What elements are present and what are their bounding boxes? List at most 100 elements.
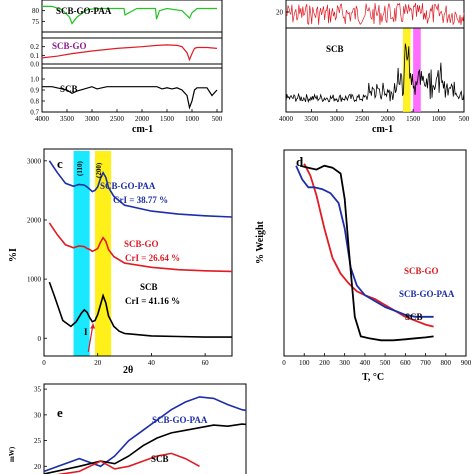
a2-ytick-label: 0.8: [30, 98, 39, 106]
series-line-d-scb-go-paa: [295, 165, 434, 318]
d-xtick-label: 700: [420, 359, 431, 367]
b-xtick-label: 500: [459, 115, 470, 123]
b-xtick-label: 1000: [432, 115, 447, 123]
a0-ytick-label: 75: [32, 18, 40, 26]
e-ytick-label: 25: [34, 437, 42, 445]
d-xtick-label: 900: [461, 359, 472, 367]
label-scb-go-a: SCB-GO: [52, 41, 87, 51]
label-scb-go-paa-d: SCB-GO-PAA: [399, 289, 455, 299]
highlight-band-c-yellow: [95, 151, 112, 356]
a-xtick-label: 3000: [85, 115, 100, 123]
band-label-110: (110): [76, 161, 84, 176]
xrd-chart-c: 0 20 40 60 0 1000 2000 3000: [27, 148, 233, 367]
d-xtick-label: 0: [282, 359, 286, 367]
plot-border-c: [43, 148, 233, 357]
crl-scb: CrI = 41.16 %: [125, 296, 180, 306]
a1-ytick-label: 0.1: [30, 52, 39, 60]
d-xtick-label: 500: [380, 359, 391, 367]
a1-ytick-label: 0.0: [30, 61, 39, 69]
d-xtick-label: 400: [360, 359, 371, 367]
plot-frame-b: [285, 0, 465, 113]
band-label-200: (200): [95, 162, 103, 178]
a-xtick-label: 4000: [35, 115, 50, 123]
a2-ytick-label: 0.9: [30, 87, 39, 95]
a-xtick-label: 500: [212, 115, 223, 123]
label-scb-go-paa-a: SCB-GO-PAA: [56, 6, 112, 16]
panel-letter-e: e: [57, 405, 63, 420]
crl-scb-go-paa: CrI = 38.77 %: [113, 195, 168, 205]
x-axis-label-a: cm-1: [132, 124, 153, 135]
dsc-chart-e: 20 25 30 35: [34, 383, 247, 474]
series-line-a-scb: [42, 86, 218, 110]
c-ytick-label: 2000: [27, 216, 42, 224]
series-line-c-scb: [48, 281, 232, 338]
b-xtick-label: 1500: [406, 115, 421, 123]
ftir-chart-b: 20 4000 3500 3000 2500 2000 1500 1000 500: [276, 0, 470, 123]
c-xtick-label: 0: [42, 359, 46, 367]
e-ytick-label: 35: [34, 386, 42, 394]
label-scb-a: SCB: [60, 84, 78, 94]
series-line-d-scb-go: [303, 163, 434, 328]
y-axis-label-c: %I: [8, 248, 19, 262]
c-xtick-label: 40: [148, 359, 156, 367]
b-xtick-label: 4000: [279, 115, 294, 123]
a2-ytick-label: 1.0: [30, 76, 39, 84]
d-xtick-label: 600: [400, 359, 411, 367]
a1-ytick-label: 0.2: [30, 43, 39, 51]
highlight-band-b-yellow: [402, 28, 411, 112]
a-xtick-label: 1500: [160, 115, 175, 123]
a-xtick-label: 2500: [110, 115, 125, 123]
label-scb-go-c: SCB-GO: [124, 239, 159, 249]
crl-scb-go: CrI = 26.64 %: [125, 253, 180, 263]
b-xtick-label: 3000: [330, 115, 345, 123]
a0-ytick-label: 80: [32, 7, 40, 15]
c-xtick-label: 20: [94, 359, 102, 367]
panel-letter-d: d: [296, 154, 304, 169]
series-line-e-scb: [44, 423, 246, 474]
iam-arrowhead: [90, 323, 96, 329]
d-xtick-label: 300: [339, 359, 350, 367]
plot-frame-d: [283, 149, 467, 357]
label-scb-c: SCB: [140, 282, 158, 292]
c-ytick-label: 3000: [27, 157, 42, 165]
series-line-e-scb-go: [56, 452, 200, 474]
d-xtick-label: 200: [319, 359, 330, 367]
label-scb-e: SCB: [151, 454, 169, 464]
x-axis-label-b: cm-1: [372, 124, 393, 135]
c-ytick-label: 0: [38, 335, 42, 343]
a2-ytick-label: 0.7: [30, 109, 39, 117]
c-xtick-label: 60: [202, 359, 210, 367]
series-line-e-scb-go-paa: [44, 396, 246, 473]
a-xtick-label: 3500: [60, 115, 75, 123]
label-scb-go-d: SCB-GO: [404, 266, 439, 276]
label-scb-go-paa-c: SCB-GO-PAA: [100, 181, 156, 191]
b-xtick-label: 3500: [304, 115, 319, 123]
b-ytick-label: 20: [276, 9, 284, 17]
y-axis-label-e: mW): [8, 446, 16, 462]
d-xtick-label: 100: [299, 359, 310, 367]
highlight-band-b-magenta: [413, 28, 421, 112]
series-line-b-scb: [285, 43, 465, 104]
label-scb-d: SCB: [405, 312, 423, 322]
highlight-band-c-cyan: [73, 151, 90, 356]
c-ytick-label: 1000: [27, 276, 42, 284]
e-ytick-label: 20: [34, 463, 42, 471]
b-xtick-label: 2500: [355, 115, 370, 123]
label-scb-b: SCB: [326, 44, 344, 54]
b-xtick-label: 2000: [381, 115, 396, 123]
series-line-a-scb-go: [41, 44, 218, 62]
iam-label: I: [84, 327, 88, 337]
panel-letter-c: c: [57, 156, 63, 171]
a-xtick-label: 2000: [135, 115, 150, 123]
label-scb-go-paa-e: SCB-GO-PAA: [152, 415, 208, 425]
a-xtick-label: 1000: [185, 115, 200, 123]
series-line-c-scb-go: [48, 222, 233, 273]
ftir-chart-a: 75 80 0.00.10.2 0.7 0.8 0.9 1.0 4000 3500 3000 250…: [30, 0, 223, 123]
x-axis-label-c: 2θ: [123, 365, 133, 376]
d-xtick-label: 800: [441, 359, 452, 367]
series-line-c-scb-go-paa: [48, 160, 233, 218]
y-axis-label-d: % Weight: [255, 220, 266, 264]
series-line-b-top: [285, 2, 465, 26]
tga-chart-d: 0 100 200 300 400 500 600 700 800 900: [282, 149, 472, 367]
